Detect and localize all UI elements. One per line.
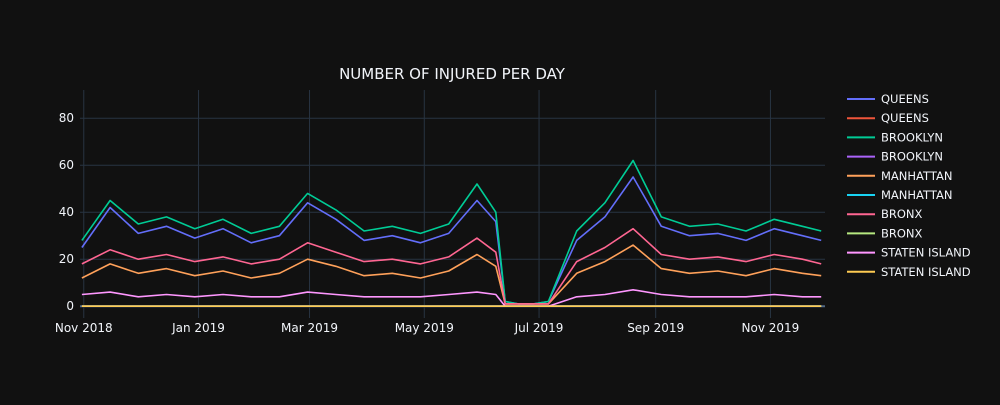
chart-title: NUMBER OF INJURED PER DAY <box>339 65 566 83</box>
legend-label[interactable]: BRONX <box>881 207 923 221</box>
y-tick-label: 60 <box>59 158 74 172</box>
y-axis-ticks: 0 20 40 60 80 <box>59 111 74 313</box>
legend-label[interactable]: BRONX <box>881 226 923 240</box>
legend-label[interactable]: BROOKLYN <box>881 130 943 144</box>
legend-label[interactable]: STATEN ISLAND <box>881 246 971 260</box>
series-line-0[interactable] <box>81 176 822 305</box>
legend-label[interactable]: QUEENS <box>881 111 929 125</box>
y-tick-label: 0 <box>66 299 74 313</box>
x-tick-label: Nov 2019 <box>742 321 800 335</box>
x-tick-label: Nov 2018 <box>55 321 113 335</box>
y-tick-label: 80 <box>59 111 74 125</box>
legend-label[interactable]: BROOKLYN <box>881 150 943 164</box>
series-line-4[interactable] <box>81 244 822 305</box>
x-tick-label: Sep 2019 <box>627 321 684 335</box>
series-lines <box>81 159 822 308</box>
x-tick-label: Jan 2019 <box>171 321 225 335</box>
y-tick-label: 40 <box>59 205 74 219</box>
plot-background <box>80 90 825 318</box>
series-line-8[interactable] <box>81 288 822 308</box>
series-line-2[interactable] <box>81 159 822 305</box>
x-tick-label: May 2019 <box>395 321 454 335</box>
legend-label[interactable]: STATEN ISLAND <box>881 265 971 279</box>
x-tick-label: Jul 2019 <box>514 321 564 335</box>
x-tick-label: Mar 2019 <box>281 321 338 335</box>
series-line-6[interactable] <box>81 227 822 305</box>
legend-label[interactable]: QUEENS <box>881 92 929 106</box>
x-axis-ticks: Nov 2018 Jan 2019 Mar 2019 May 2019 Jul 2019… <box>55 321 799 335</box>
legend-label[interactable]: MANHATTAN <box>881 188 952 202</box>
legend-label[interactable]: MANHATTAN <box>881 169 952 183</box>
y-tick-label: 20 <box>59 252 74 266</box>
legend: QUEENS QUEENS BROOKLYN BROOKLYN MANHATTAN MAN… <box>847 92 971 279</box>
